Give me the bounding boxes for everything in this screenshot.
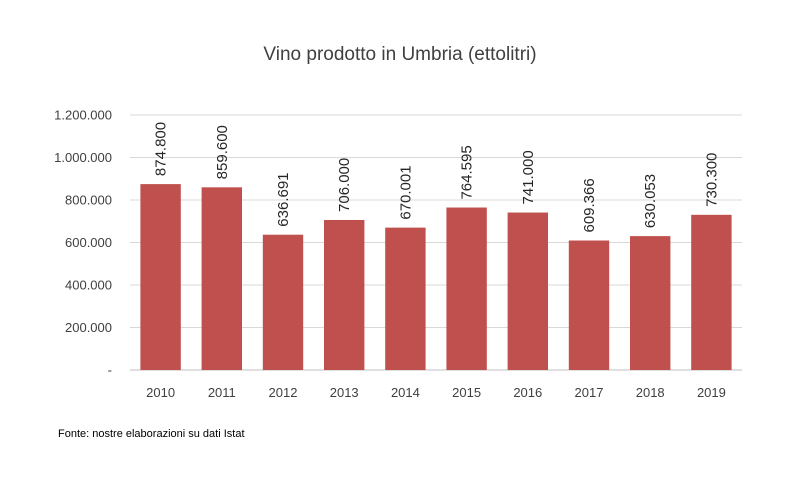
bar [262, 234, 304, 370]
x-tick-label: 2015 [452, 385, 481, 400]
bar [507, 212, 548, 370]
bar [691, 214, 732, 370]
data-labels: 874.800 859.600 636.691 706.000 670.001 764.5… [153, 122, 721, 233]
y-tick-label: 800.000 [65, 193, 112, 208]
y-tick-label: 1.200.000 [54, 108, 112, 123]
bar [324, 219, 365, 370]
data-label: 859.600 [214, 125, 231, 179]
bar [446, 207, 487, 370]
y-tick-label: 200.000 [65, 320, 112, 335]
x-tick-label: 2013 [330, 385, 359, 400]
x-axis-ticks: 2010 2011 2012 2013 2014 2015 2016 2017 2018 2019 [146, 385, 726, 400]
x-tick-label: 2011 [208, 385, 236, 400]
x-tick-label: 2010 [146, 385, 175, 400]
chart-title: Vino prodotto in Umbria (ettolitri) [263, 44, 536, 65]
data-label: 764.595 [459, 145, 476, 199]
data-label: 636.691 [275, 172, 292, 226]
y-axis-ticks: - 200.000 400.000 600.000 800.000 1.000.000 1.… [54, 108, 112, 378]
data-label: 706.000 [336, 158, 353, 212]
bar [140, 184, 181, 370]
x-tick-label: 2017 [575, 385, 604, 400]
x-tick-label: 2018 [636, 385, 665, 400]
data-label: 630.053 [642, 174, 659, 228]
data-label: 730.300 [703, 153, 720, 207]
data-label: 741.000 [520, 150, 537, 204]
bar [630, 236, 671, 370]
source-note: Fonte: nostre elaborazioni su dati Istat [58, 428, 245, 440]
bar [568, 240, 610, 370]
x-tick-label: 2012 [269, 385, 298, 400]
y-tick-label: 600.000 [65, 235, 112, 250]
bars [140, 184, 732, 370]
bar [385, 227, 426, 370]
data-label: 609.366 [581, 178, 598, 232]
y-tick-label: 400.000 [65, 278, 112, 293]
bar [201, 187, 242, 370]
y-tick-label: - [108, 363, 112, 378]
x-tick-label: 2019 [697, 385, 726, 400]
data-label: 874.800 [153, 122, 170, 176]
x-tick-label: 2014 [391, 385, 420, 400]
y-tick-label: 1.000.000 [54, 150, 112, 165]
data-label: 670.001 [397, 165, 414, 219]
x-tick-label: 2016 [513, 385, 542, 400]
